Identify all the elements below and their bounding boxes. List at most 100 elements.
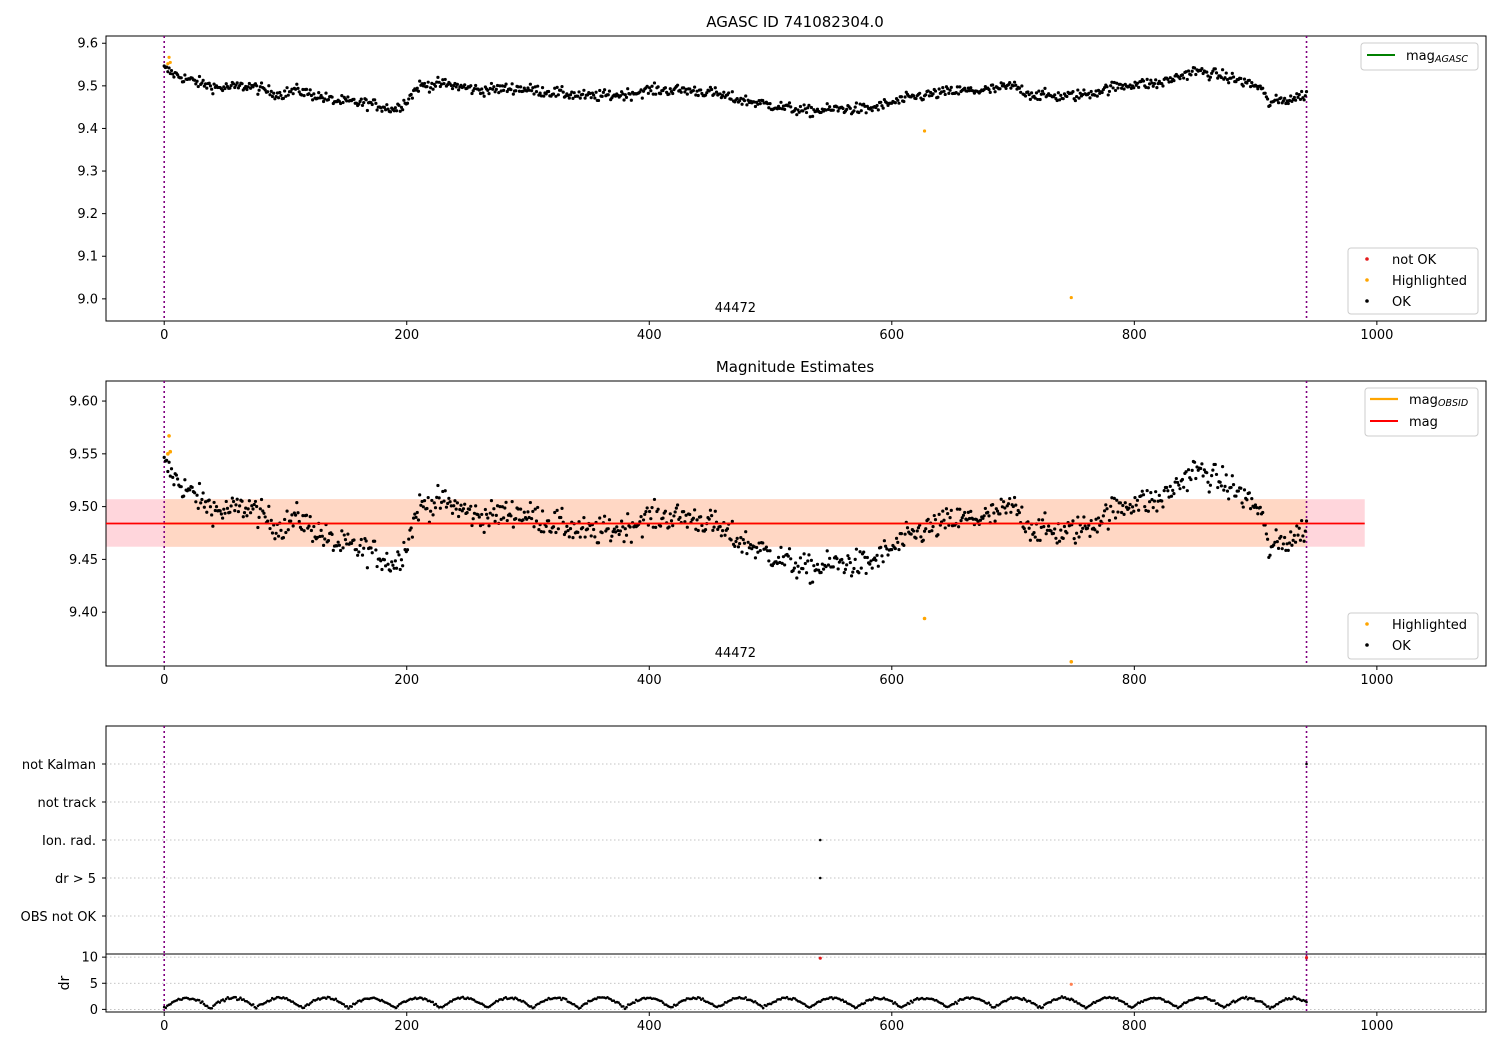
ok-point <box>825 549 829 553</box>
ok-point <box>182 79 186 84</box>
dr-point <box>1263 1003 1267 1006</box>
ok-point <box>1028 97 1032 102</box>
ok-point <box>540 86 545 90</box>
ok-point <box>1078 91 1082 95</box>
flag-point <box>1305 762 1308 766</box>
ok-point <box>259 81 264 85</box>
ok-point <box>607 518 612 522</box>
dr-point <box>164 1006 168 1010</box>
dr-point <box>871 998 875 1001</box>
ok-point <box>463 502 467 506</box>
ok-point <box>1247 491 1251 495</box>
ok-point <box>1109 504 1113 508</box>
ok-point <box>924 93 928 97</box>
ok-point <box>547 89 551 94</box>
ok-point <box>804 110 809 115</box>
ok-point <box>1128 83 1132 87</box>
dr-point <box>310 1000 314 1004</box>
ok-point <box>430 81 434 85</box>
ok-point <box>275 91 279 95</box>
ok-point <box>539 94 543 98</box>
ok-point <box>1059 93 1063 97</box>
ok-point <box>318 534 322 539</box>
ok-point <box>429 86 433 90</box>
ok-point <box>1155 509 1159 513</box>
ok-point <box>842 571 846 575</box>
ok-point <box>384 564 388 568</box>
ok-point <box>1134 503 1138 507</box>
ok-point <box>510 500 514 504</box>
ok-point <box>621 525 625 529</box>
ok-point <box>1286 101 1290 106</box>
ok-point <box>803 561 807 566</box>
ok-point <box>1172 78 1176 83</box>
ok-point <box>166 469 170 474</box>
ok-point <box>1225 489 1230 493</box>
ok-point <box>1296 95 1300 99</box>
ok-point <box>836 109 840 113</box>
ok-point <box>931 525 935 529</box>
ok-point <box>182 494 186 498</box>
x-tick-label: 800 <box>1122 1019 1147 1034</box>
ok-point <box>729 97 733 101</box>
ok-point <box>606 527 610 531</box>
ok-point <box>708 508 713 512</box>
ok-point <box>870 109 874 113</box>
dr-point <box>205 1004 209 1008</box>
ok-point <box>229 83 233 88</box>
ok-point <box>824 108 828 112</box>
ok-point <box>852 566 856 571</box>
highlighted-point <box>166 452 170 456</box>
dr-point <box>226 995 230 999</box>
ok-point <box>272 91 276 95</box>
ok-point <box>598 88 602 93</box>
ok-point <box>1129 86 1133 91</box>
ok-point <box>602 88 607 92</box>
category-label: OBS not OK <box>21 910 97 925</box>
ok-point <box>969 509 973 513</box>
ok-point <box>1028 538 1032 542</box>
dr-point <box>1162 998 1165 1001</box>
ok-point <box>472 86 477 91</box>
ok-point <box>380 567 384 572</box>
ok-point <box>1168 484 1172 488</box>
ok-point <box>793 106 798 111</box>
ok-point <box>876 108 880 112</box>
dr-point <box>201 1000 204 1003</box>
ok-point <box>463 83 467 87</box>
ok-point <box>753 104 758 109</box>
ok-point <box>942 518 946 522</box>
dr-point <box>819 1000 822 1004</box>
dr-point <box>355 1001 358 1005</box>
ok-point <box>527 88 531 92</box>
ok-point <box>869 106 873 110</box>
ok-point <box>399 105 404 109</box>
ok-point <box>696 93 700 98</box>
ok-point <box>965 518 969 522</box>
ok-point <box>370 551 374 555</box>
ok-point <box>392 109 396 113</box>
ok-point <box>270 94 275 99</box>
ok-point <box>639 515 643 519</box>
ok-point <box>933 89 938 93</box>
ok-point <box>413 512 417 516</box>
ok-point <box>323 97 327 101</box>
x-tick-label: 1000 <box>1360 328 1393 343</box>
ok-point <box>397 103 401 107</box>
ok-point <box>1258 505 1262 509</box>
dr-point <box>711 1002 714 1006</box>
ok-point <box>1133 495 1137 500</box>
ok-point <box>1276 546 1281 550</box>
ok-point <box>767 106 771 110</box>
ok-point <box>414 515 418 519</box>
dr-point <box>269 999 272 1002</box>
ok-point <box>756 102 760 106</box>
ok-point <box>667 92 671 96</box>
ok-point <box>1284 548 1288 552</box>
ok-point <box>1038 538 1042 542</box>
ok-point <box>1169 494 1174 498</box>
ok-point <box>578 535 582 539</box>
ok-point <box>859 109 863 113</box>
dr-point <box>202 1002 206 1006</box>
ok-point <box>448 500 452 504</box>
